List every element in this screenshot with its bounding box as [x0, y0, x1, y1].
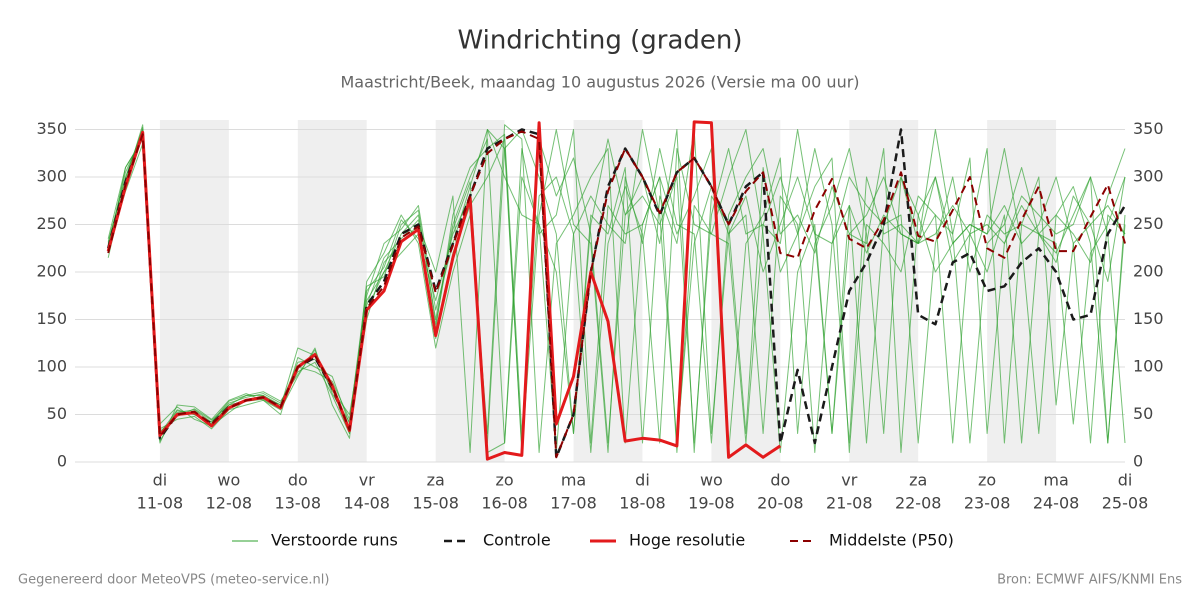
x-tick-day: wo: [700, 471, 723, 490]
y-tick-label: 350: [36, 119, 67, 138]
x-tick-day: wo: [217, 471, 240, 490]
x-tick-day: ma: [1043, 471, 1068, 490]
x-tick-date: 13-08: [275, 494, 322, 513]
chart-subtitle: Maastricht/Beek, maandag 10 augustus 202…: [340, 73, 859, 92]
x-tick-day: vr: [359, 471, 375, 490]
x-tick-date: 19-08: [688, 494, 735, 513]
x-tick-date: 21-08: [826, 494, 873, 513]
x-tick-date: 16-08: [481, 494, 528, 513]
legend-label: Middelste (P50): [829, 531, 954, 550]
y2-tick-label: 100: [1133, 357, 1164, 376]
y-tick-label: 150: [36, 309, 67, 328]
x-tick-day: do: [770, 471, 790, 490]
ensemble-line: [107, 129, 1126, 453]
x-tick-day: vr: [841, 471, 857, 490]
x-tick-day: zo: [978, 471, 996, 490]
y-tick-label: 0: [57, 452, 67, 471]
x-tick-date: 20-08: [757, 494, 804, 513]
y2-tick-label: 300: [1133, 167, 1164, 186]
footer-right: Bron: ECMWF AIFS/KNMI Ens: [997, 573, 1182, 588]
x-tick-day: di: [635, 471, 650, 490]
x-tick-day: di: [1118, 471, 1133, 490]
day-band: [573, 120, 643, 462]
x-tick-day: do: [288, 471, 308, 490]
x-tick-date: 18-08: [619, 494, 666, 513]
y2-tick-label: 250: [1133, 214, 1164, 233]
day-band: [297, 120, 367, 462]
y2-tick-label: 150: [1133, 309, 1164, 328]
x-tick-day: ma: [561, 471, 586, 490]
legend-label: Verstoorde runs: [271, 531, 398, 550]
ensemble-line: [107, 129, 1126, 453]
x-tick-date: 15-08: [412, 494, 459, 513]
ensemble-line: [107, 129, 1126, 453]
footer-left: Gegenereerd door MeteoVPS (meteo-service…: [18, 573, 329, 588]
y2-tick-label: 50: [1133, 404, 1153, 423]
y2-tick-label: 0: [1133, 452, 1143, 471]
x-tick-date: 14-08: [343, 494, 390, 513]
x-tick-day: za: [909, 471, 927, 490]
legend-label: Hoge resolutie: [629, 531, 745, 550]
chart-title: Windrichting (graden): [457, 26, 742, 56]
x-tick-day: zo: [496, 471, 514, 490]
y-tick-label: 200: [36, 262, 67, 281]
y-tick-label: 250: [36, 214, 67, 233]
y-tick-label: 100: [36, 357, 67, 376]
x-tick-date: 25-08: [1102, 494, 1149, 513]
x-tick-day: di: [153, 471, 168, 490]
series-line: [106, 120, 782, 461]
x-tick-date: 22-08: [895, 494, 942, 513]
x-tick-date: 12-08: [206, 494, 253, 513]
y2-tick-label: 200: [1133, 262, 1164, 281]
y2-tick-label: 350: [1133, 119, 1164, 138]
day-band: [987, 120, 1057, 462]
legend-label: Controle: [483, 531, 551, 550]
x-tick-date: 23-08: [964, 494, 1011, 513]
x-tick-date: 17-08: [550, 494, 597, 513]
x-tick-date: 11-08: [137, 494, 184, 513]
ensemble-line: [107, 127, 1126, 444]
y-tick-label: 50: [47, 404, 67, 423]
y-tick-label: 300: [36, 167, 67, 186]
x-tick-date: 24-08: [1033, 494, 1080, 513]
x-tick-day: za: [427, 471, 445, 490]
